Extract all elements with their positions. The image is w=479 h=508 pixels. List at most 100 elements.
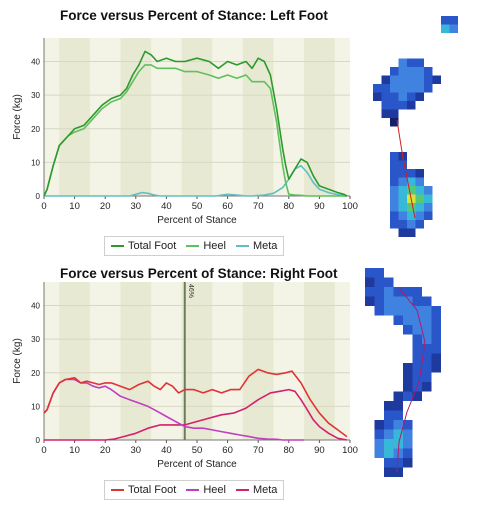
legend-swatch bbox=[186, 489, 200, 491]
pressure-cell bbox=[412, 296, 422, 306]
chart-title: Force versus Percent of Stance: Left Foo… bbox=[60, 8, 328, 23]
pressure-cell bbox=[424, 203, 433, 212]
pressure-cell bbox=[403, 287, 413, 297]
right-footprint-pressure-map bbox=[365, 268, 441, 477]
y-tick-label: 30 bbox=[31, 91, 40, 100]
pressure-cell bbox=[403, 439, 413, 449]
x-tick-label: 100 bbox=[342, 201, 358, 212]
left-footprint-pressure-map bbox=[373, 16, 458, 237]
pressure-cell bbox=[398, 67, 407, 76]
x-tick-label: 20 bbox=[100, 201, 111, 212]
legend-item-meta: Meta bbox=[235, 240, 278, 252]
legend-swatch bbox=[186, 245, 200, 247]
pressure-cell bbox=[407, 84, 416, 93]
pressure-cell bbox=[422, 296, 432, 306]
legend: Total Foot Heel Meta bbox=[104, 480, 285, 500]
plot-band bbox=[181, 282, 213, 440]
pressure-cell bbox=[390, 211, 399, 220]
pressure-cell bbox=[403, 391, 413, 401]
pressure-cell bbox=[390, 84, 399, 93]
pressure-cell bbox=[398, 194, 407, 203]
pressure-cell bbox=[407, 67, 416, 76]
pressure-cell bbox=[407, 203, 416, 212]
legend-item-heel: Heel bbox=[186, 240, 226, 252]
pressure-cell bbox=[390, 169, 399, 178]
pressure-cell bbox=[422, 344, 432, 354]
pressure-cell bbox=[403, 458, 413, 468]
pressure-cell bbox=[384, 429, 394, 439]
pressure-cell bbox=[422, 334, 432, 344]
pressure-cell bbox=[374, 439, 384, 449]
legend-label: Meta bbox=[252, 240, 278, 252]
pressure-cell bbox=[403, 372, 413, 382]
pressure-cell bbox=[431, 325, 441, 335]
y-tick-label: 40 bbox=[31, 58, 40, 67]
y-tick-label: 20 bbox=[31, 125, 40, 134]
pressure-cell bbox=[384, 420, 394, 430]
pressure-cell bbox=[407, 177, 416, 186]
pressure-cell bbox=[384, 448, 394, 458]
legend-label: Meta bbox=[252, 484, 278, 496]
pressure-cell bbox=[365, 277, 375, 287]
x-tick-label: 90 bbox=[314, 445, 325, 456]
pressure-cell bbox=[422, 363, 432, 373]
y-tick-label: 20 bbox=[31, 369, 40, 378]
pressure-cell bbox=[393, 420, 403, 430]
pressure-cell bbox=[390, 203, 399, 212]
x-tick-label: 10 bbox=[69, 445, 80, 456]
pressure-cell bbox=[374, 306, 384, 316]
pressure-cell bbox=[365, 268, 375, 278]
pressure-cell bbox=[412, 287, 422, 297]
pressure-cell bbox=[412, 363, 422, 373]
pressure-cell bbox=[422, 372, 432, 382]
center-of-pressure-path bbox=[396, 287, 426, 473]
pressure-cell bbox=[384, 467, 394, 477]
x-tick-label: 10 bbox=[69, 201, 80, 212]
pressure-cell bbox=[398, 84, 407, 93]
y-tick-label: 10 bbox=[31, 158, 40, 167]
pressure-cell bbox=[415, 186, 424, 195]
pressure-cell bbox=[403, 306, 413, 316]
chart-title: Force versus Percent of Stance: Right Fo… bbox=[60, 266, 338, 281]
plot-band bbox=[120, 282, 152, 440]
pressure-cell bbox=[398, 211, 407, 220]
pressure-cell bbox=[407, 228, 416, 237]
pressure-cell bbox=[441, 16, 450, 25]
pressure-cell bbox=[381, 101, 390, 110]
x-tick-label: 40 bbox=[161, 201, 172, 212]
pressure-cell bbox=[449, 16, 458, 25]
x-tick-label: 70 bbox=[253, 445, 264, 456]
pressure-cell bbox=[415, 220, 424, 229]
pressure-cell bbox=[381, 92, 390, 101]
pressure-cell bbox=[374, 420, 384, 430]
x-tick-label: 80 bbox=[284, 445, 295, 456]
pressure-cell bbox=[384, 439, 394, 449]
x-tick-label: 70 bbox=[253, 201, 264, 212]
pressure-cell bbox=[398, 186, 407, 195]
pressure-cell bbox=[398, 220, 407, 229]
pressure-cell bbox=[390, 92, 399, 101]
pressure-cell bbox=[431, 363, 441, 373]
pressure-cell bbox=[422, 315, 432, 325]
pressure-cell bbox=[398, 228, 407, 237]
pressure-cell bbox=[407, 75, 416, 84]
left-foot-chart: Force versus Percent of Stance: Left Foo… bbox=[0, 0, 362, 256]
plot-band bbox=[59, 38, 90, 196]
series-line-meta bbox=[44, 388, 348, 441]
pressure-cell bbox=[431, 353, 441, 363]
pressure-cell bbox=[381, 75, 390, 84]
pressure-cell bbox=[390, 109, 399, 118]
pressure-cell bbox=[407, 92, 416, 101]
pressure-cell bbox=[390, 220, 399, 229]
pressure-cell bbox=[422, 382, 432, 392]
x-axis-label: Percent of Stance bbox=[157, 215, 237, 226]
pressure-cell bbox=[393, 296, 403, 306]
pressure-cell bbox=[365, 296, 375, 306]
pressure-cell bbox=[432, 75, 441, 84]
legend-swatch bbox=[111, 245, 124, 247]
pressure-cell bbox=[412, 353, 422, 363]
pressure-cell bbox=[390, 118, 399, 127]
pressure-cell bbox=[384, 296, 394, 306]
pressure-cell bbox=[407, 58, 416, 67]
pressure-cell bbox=[412, 325, 422, 335]
